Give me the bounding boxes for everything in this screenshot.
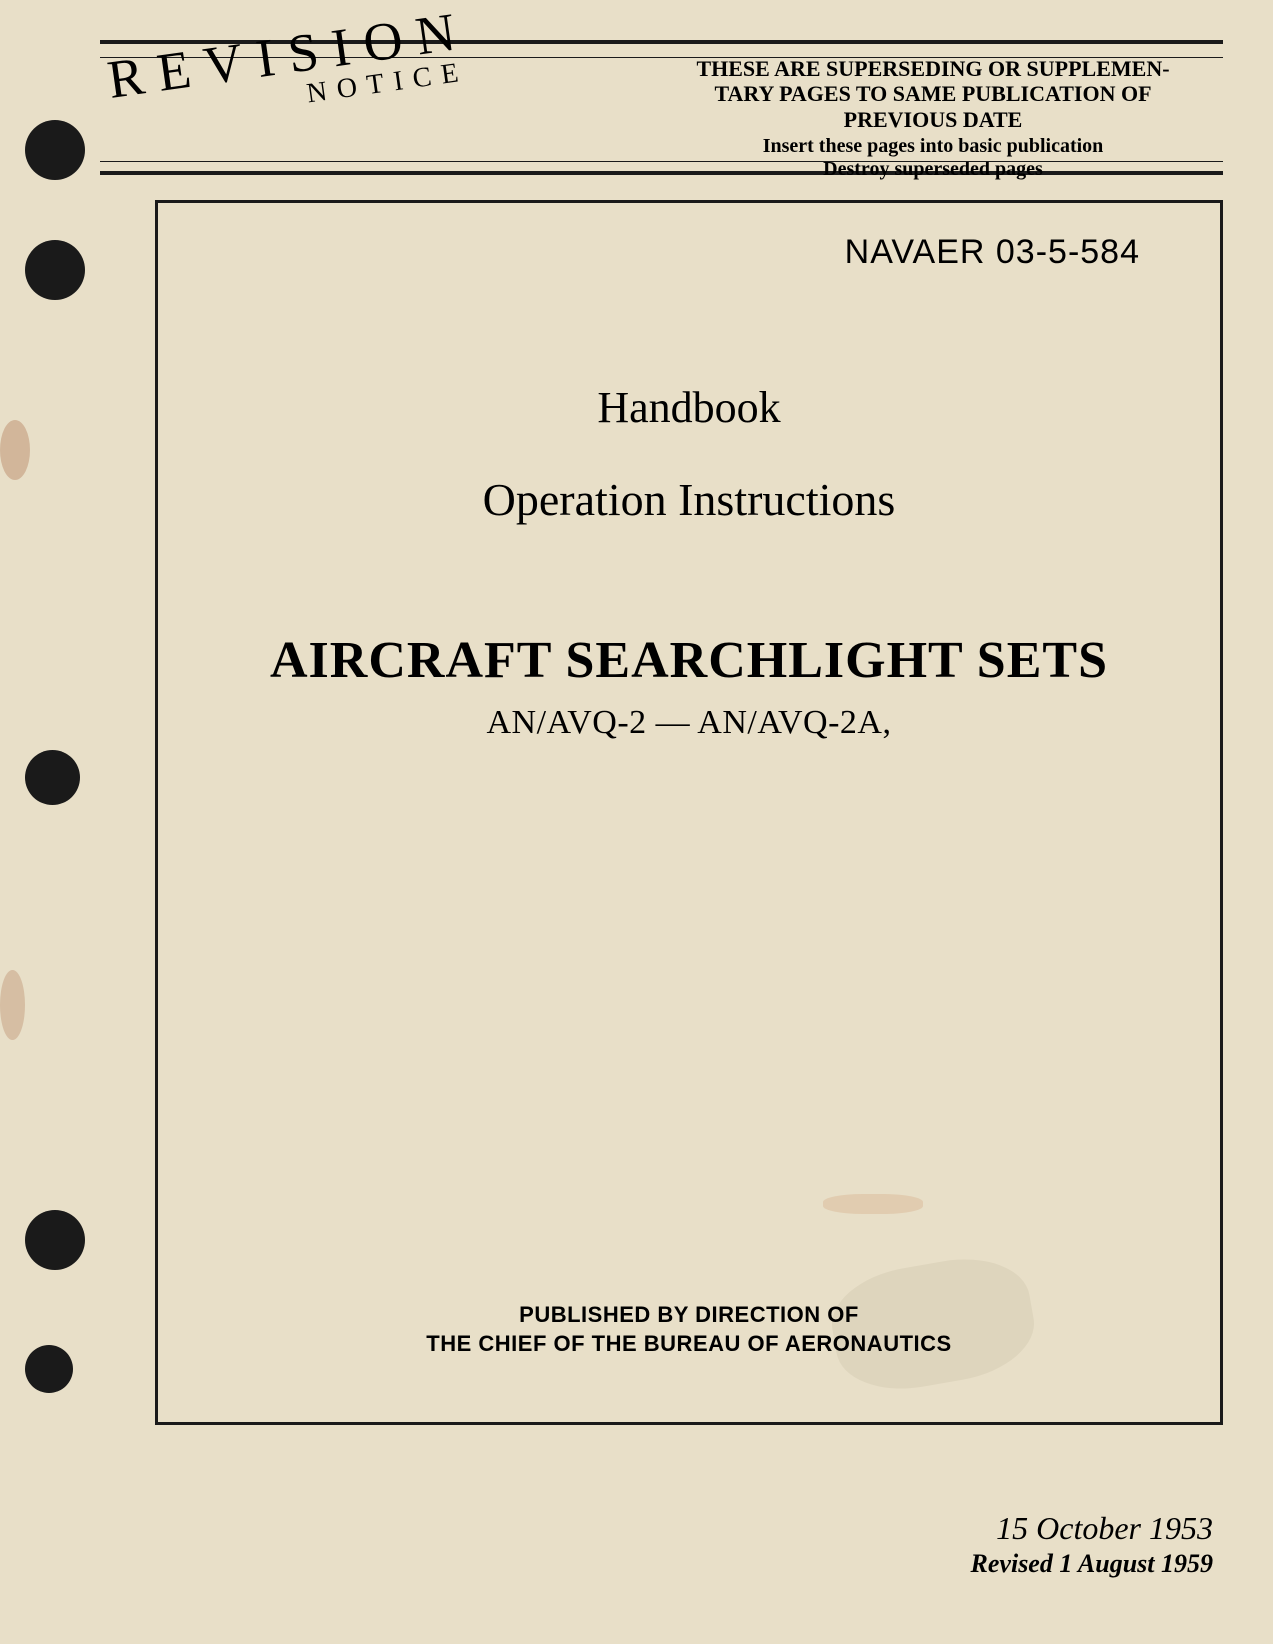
- model-numbers: AN/AVQ-2 — AN/AVQ-2A,: [198, 704, 1180, 742]
- paper-stain: [0, 420, 30, 480]
- punch-hole-icon: [25, 240, 85, 300]
- document-subtitle: Operation Instructions: [198, 473, 1180, 526]
- document-type: Handbook: [198, 382, 1180, 433]
- supersede-line: PREVIOUS DATE: [663, 107, 1203, 132]
- title-block: Handbook Operation Instructions AIRCRAFT…: [198, 382, 1180, 742]
- publisher-line: PUBLISHED BY DIRECTION OF: [158, 1302, 1220, 1328]
- header-box: REVISION NOTICE THESE ARE SUPERSEDING OR…: [100, 40, 1223, 175]
- document-page: REVISION NOTICE THESE ARE SUPERSEDING OR…: [0, 0, 1273, 1644]
- revised-date: Revised 1 August 1959: [971, 1549, 1213, 1579]
- date-block: 15 October 1953 Revised 1 August 1959: [971, 1510, 1213, 1579]
- insert-instruction: Insert these pages into basic publicatio…: [663, 135, 1203, 158]
- supersede-line: TARY PAGES TO SAME PUBLICATION OF: [663, 81, 1203, 106]
- paper-stain: [0, 970, 25, 1040]
- publisher-line: THE CHIEF OF THE BUREAU OF AERONAUTICS: [158, 1331, 1220, 1357]
- punch-hole-icon: [25, 1345, 73, 1393]
- document-number: NAVAER 03-5-584: [198, 233, 1140, 272]
- original-date: 15 October 1953: [971, 1510, 1213, 1547]
- punch-hole-icon: [25, 120, 85, 180]
- main-title: AIRCRAFT SEARCHLIGHT SETS: [198, 631, 1180, 690]
- content-frame: NAVAER 03-5-584 Handbook Operation Instr…: [155, 200, 1223, 1425]
- publisher-block: PUBLISHED BY DIRECTION OF THE CHIEF OF T…: [158, 1302, 1220, 1357]
- supersede-line: THESE ARE SUPERSEDING OR SUPPLEMEN-: [663, 56, 1203, 81]
- punch-hole-icon: [25, 750, 80, 805]
- punch-hole-icon: [25, 1210, 85, 1270]
- revision-notice-stamp: REVISION NOTICE: [104, 0, 477, 138]
- supersede-notice: THESE ARE SUPERSEDING OR SUPPLEMEN- TARY…: [663, 56, 1203, 181]
